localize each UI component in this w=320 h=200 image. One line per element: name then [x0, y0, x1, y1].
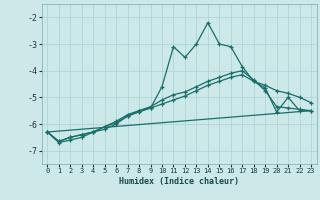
X-axis label: Humidex (Indice chaleur): Humidex (Indice chaleur) — [119, 177, 239, 186]
